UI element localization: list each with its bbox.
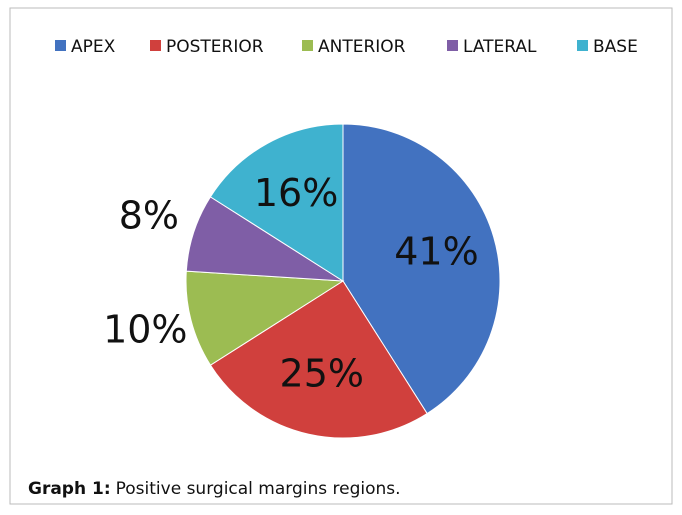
legend-label: APEX bbox=[71, 37, 116, 57]
data-label: 25% bbox=[280, 351, 364, 395]
legend-label: ANTERIOR bbox=[318, 37, 406, 57]
legend-swatch bbox=[447, 40, 458, 51]
legend-label: BASE bbox=[593, 37, 638, 57]
pie-slice bbox=[209, 123, 344, 282]
legend-swatch bbox=[577, 40, 588, 51]
pie-slice bbox=[209, 280, 428, 439]
caption-text: Positive surgical margins regions. bbox=[116, 479, 401, 499]
caption: Graph 1: Positive surgical margins region… bbox=[28, 479, 401, 499]
data-label: 41% bbox=[394, 229, 478, 273]
pie-slice bbox=[342, 123, 501, 415]
pie-slice bbox=[185, 270, 345, 366]
legend-label: LATERAL bbox=[463, 37, 537, 57]
caption-label: Graph 1: bbox=[28, 479, 111, 499]
legend-swatch bbox=[302, 40, 313, 51]
data-label: 16% bbox=[254, 171, 338, 215]
data-label: 8% bbox=[119, 193, 179, 237]
legend-swatch bbox=[55, 40, 66, 51]
legend-swatch bbox=[150, 40, 161, 51]
legend-label: POSTERIOR bbox=[166, 37, 264, 57]
data-label: 10% bbox=[103, 307, 187, 351]
